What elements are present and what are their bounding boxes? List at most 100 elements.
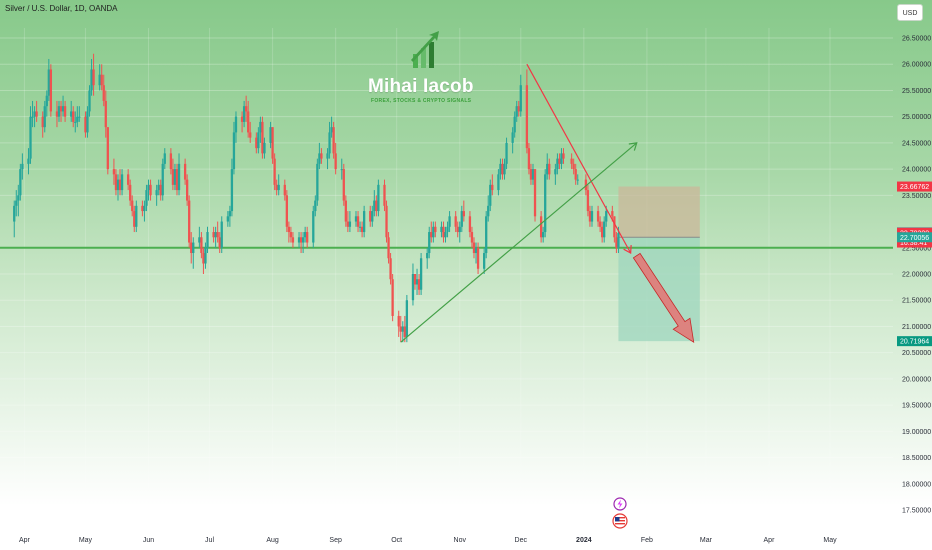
candle [171,169,175,185]
candle [301,237,305,243]
candle [161,163,164,196]
chart-title: Silver / U.S. Dollar, 1D, OANDA [5,4,118,13]
chart-arrow-logo-icon [411,31,439,68]
candle [387,237,390,259]
candle [289,232,293,238]
candle [247,111,250,133]
candle [204,247,207,264]
candle [334,153,337,170]
candle [375,200,378,212]
candle [605,211,608,222]
candle [474,247,478,254]
candle [183,163,187,180]
candle [576,179,579,181]
candle [617,233,620,248]
candle [556,158,559,170]
y-tick-label: 25.50000 [902,88,931,95]
candle [354,216,358,222]
candle [515,106,518,117]
candle [143,205,146,212]
candle [226,216,229,222]
candle [497,174,500,191]
price-label: 20.71964 [900,339,929,346]
candle [76,116,79,122]
candle [214,232,217,238]
candle [291,237,295,243]
candle [332,127,335,154]
candle [440,226,443,233]
candle [401,326,404,332]
candle [442,226,445,238]
x-tick-label: May [823,537,837,544]
candle [261,121,264,154]
candle [228,211,232,217]
candle [434,226,437,233]
us-flag-event-icon[interactable] [612,513,628,529]
price-label: 23.66762 [900,184,929,191]
watermark-tagline: FOREX, STOCKS & CRYPTO SIGNALS [371,98,472,104]
candle [299,237,303,243]
candle [426,253,429,259]
candle [456,226,459,233]
y-tick-label: 21.50000 [902,298,931,305]
candle [346,221,350,227]
candle [432,226,435,238]
candle [570,158,573,164]
candle [271,127,274,159]
candle [78,116,81,118]
candle [41,116,44,128]
y-tick-label: 19.00000 [902,429,931,436]
candle [112,169,116,175]
candle [487,205,490,217]
candle [529,169,533,180]
candle [120,174,124,191]
candle [501,163,504,175]
candle [169,153,173,170]
candle [389,258,392,280]
candle [403,326,406,337]
x-tick-label: Feb [641,537,653,544]
candle [104,100,107,128]
candle [192,242,195,254]
candle [385,205,388,238]
candle [417,279,421,290]
candle [601,226,604,238]
y-tick-label: 19.50000 [902,403,931,410]
candle [202,253,205,264]
y-tick-label: 18.00000 [902,481,931,488]
candle [275,184,278,191]
candle [369,211,372,222]
currency-button[interactable]: USD [897,4,923,21]
y-tick-label: 20.50000 [902,350,931,357]
candle [59,106,63,112]
lightning-event-icon[interactable] [613,497,627,511]
candle [554,169,557,175]
candle [458,226,461,233]
candle [598,221,602,227]
candle [35,111,38,117]
y-tick-label: 17.50000 [902,508,931,515]
candle [249,132,252,138]
candle [314,200,317,212]
trendline-arrowhead [623,245,632,255]
x-tick-label: May [79,537,93,544]
candle [472,242,476,254]
candle [147,184,150,191]
candle [517,106,520,112]
candle [200,237,203,254]
candle [542,232,545,238]
candle [273,158,276,185]
candle [190,242,193,254]
x-tick-label: Sep [329,537,342,544]
candle [57,106,61,117]
candle [135,205,138,227]
candle [360,226,364,233]
candle [216,232,219,238]
candle [15,200,18,206]
y-tick-label: 26.00000 [902,62,931,69]
candle [173,169,177,185]
x-tick-label: Apr [764,537,776,544]
candle [74,121,77,123]
candle [188,200,191,243]
